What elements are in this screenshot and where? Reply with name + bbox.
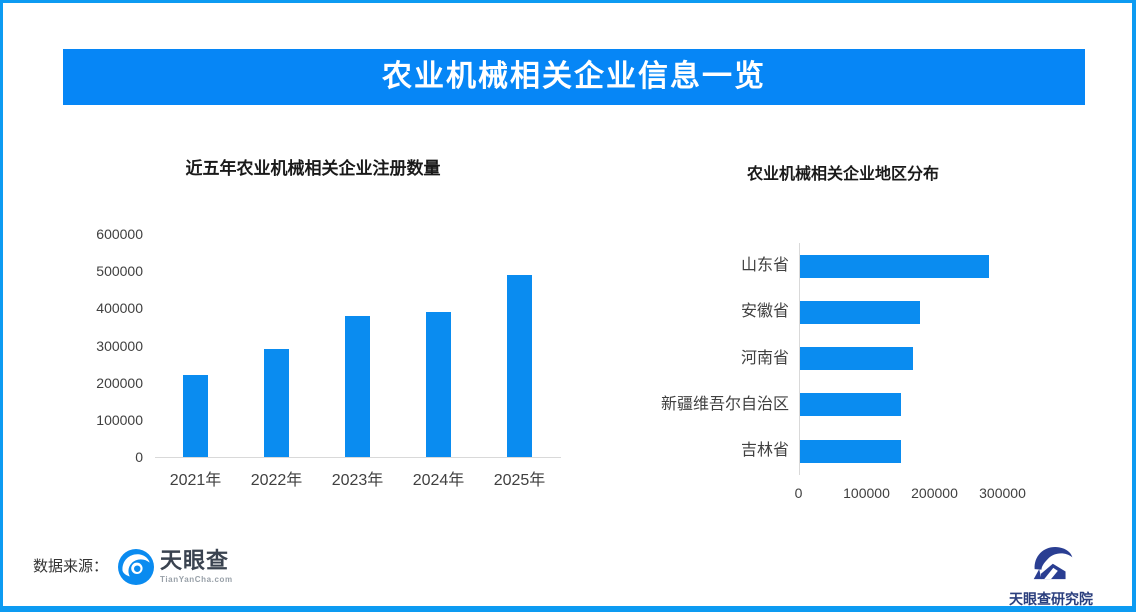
- category-label: 山东省: [740, 257, 789, 274]
- x-axis-line: [155, 457, 561, 458]
- page-title-banner: 农业机械相关企业信息一览: [63, 49, 1085, 105]
- tianyancha-logo: 天眼查 TianYanCha.com: [118, 549, 233, 590]
- category-label: 新疆维吾尔自治区: [660, 395, 789, 413]
- research-institute-logo: 天眼查研究院: [999, 541, 1103, 607]
- x-axis-category-label: 2021年: [169, 472, 222, 489]
- bar-2021年: [183, 375, 208, 457]
- y-axis-tick-label: 200000: [96, 374, 143, 391]
- bar-吉林省: [800, 439, 901, 463]
- x-axis-category-label: 2023年: [331, 472, 384, 489]
- x-axis-tick-label: 300000: [979, 485, 1026, 501]
- chart-title-registrations: 近五年农业机械相关企业注册数量: [185, 159, 441, 178]
- category-label: 安徽省: [740, 303, 789, 321]
- y-axis-tick-label: 400000: [96, 300, 143, 317]
- tianyancha-domain: TianYanCha.com: [160, 575, 233, 585]
- y-axis-tick-label: 0: [135, 449, 143, 465]
- tianyancha-wordmark: 天眼查 TianYanCha.com: [160, 549, 233, 584]
- chart-title-regions: 农业机械相关企业地区分布: [746, 166, 939, 183]
- bar-山东省: [800, 254, 989, 278]
- research-institute-name: 天眼查研究院: [1009, 591, 1093, 607]
- x-axis-tick-label: 0: [794, 485, 803, 501]
- bar-2025年: [507, 275, 532, 457]
- data-source-label: 数据来源：: [33, 558, 109, 575]
- y-axis-tick-label: 300000: [96, 337, 143, 354]
- y-axis-tick-label: 500000: [96, 263, 143, 280]
- x-axis-category-label: 2024年: [412, 472, 465, 489]
- x-axis-category-label: 2022年: [250, 472, 303, 489]
- x-axis-category-label: 2025年: [493, 472, 546, 489]
- category-label: 河南省: [740, 349, 789, 367]
- y-axis-tick-label: 100000: [96, 411, 143, 428]
- tianyancha-name: 天眼查: [160, 548, 230, 573]
- bar-安徽省: [800, 300, 920, 324]
- bar-2024年: [426, 312, 451, 457]
- y-axis-tick-label: 600000: [96, 226, 143, 242]
- research-institute-icon: [1027, 541, 1075, 586]
- bar-河南省: [800, 347, 913, 371]
- bar-2022年: [264, 349, 289, 457]
- y-axis-line: [799, 243, 800, 475]
- page-title: 农业机械相关企业信息一览: [382, 60, 766, 93]
- bar-2023年: [345, 316, 370, 457]
- tianyancha-eye-icon: [118, 549, 154, 590]
- bar-新疆维吾尔自治区: [800, 393, 901, 417]
- category-label: 吉林省: [740, 442, 789, 460]
- x-axis-tick-label: 200000: [911, 485, 958, 501]
- x-axis-tick-label: 100000: [843, 485, 890, 501]
